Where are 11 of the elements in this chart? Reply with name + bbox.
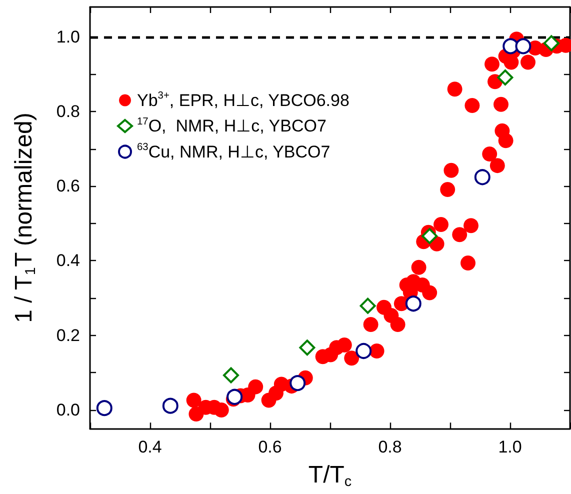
x-tick-label: 0.6 <box>258 438 282 457</box>
x-tick-label: 1.0 <box>498 438 522 457</box>
y-tick-label: 0.6 <box>56 176 80 196</box>
x-tick-label: 0.8 <box>378 438 402 457</box>
y-tick-label: 0.2 <box>56 326 80 345</box>
y-tick-label: 1.0 <box>56 27 80 46</box>
y-tick-label: 0.0 <box>56 400 80 420</box>
y-tick-label: 0.8 <box>56 102 80 121</box>
y-axis-title: 1 / T1T (normalized) <box>10 112 39 323</box>
y-tick-label: 0.4 <box>56 251 80 270</box>
x-tick-label: 0.4 <box>138 438 162 457</box>
